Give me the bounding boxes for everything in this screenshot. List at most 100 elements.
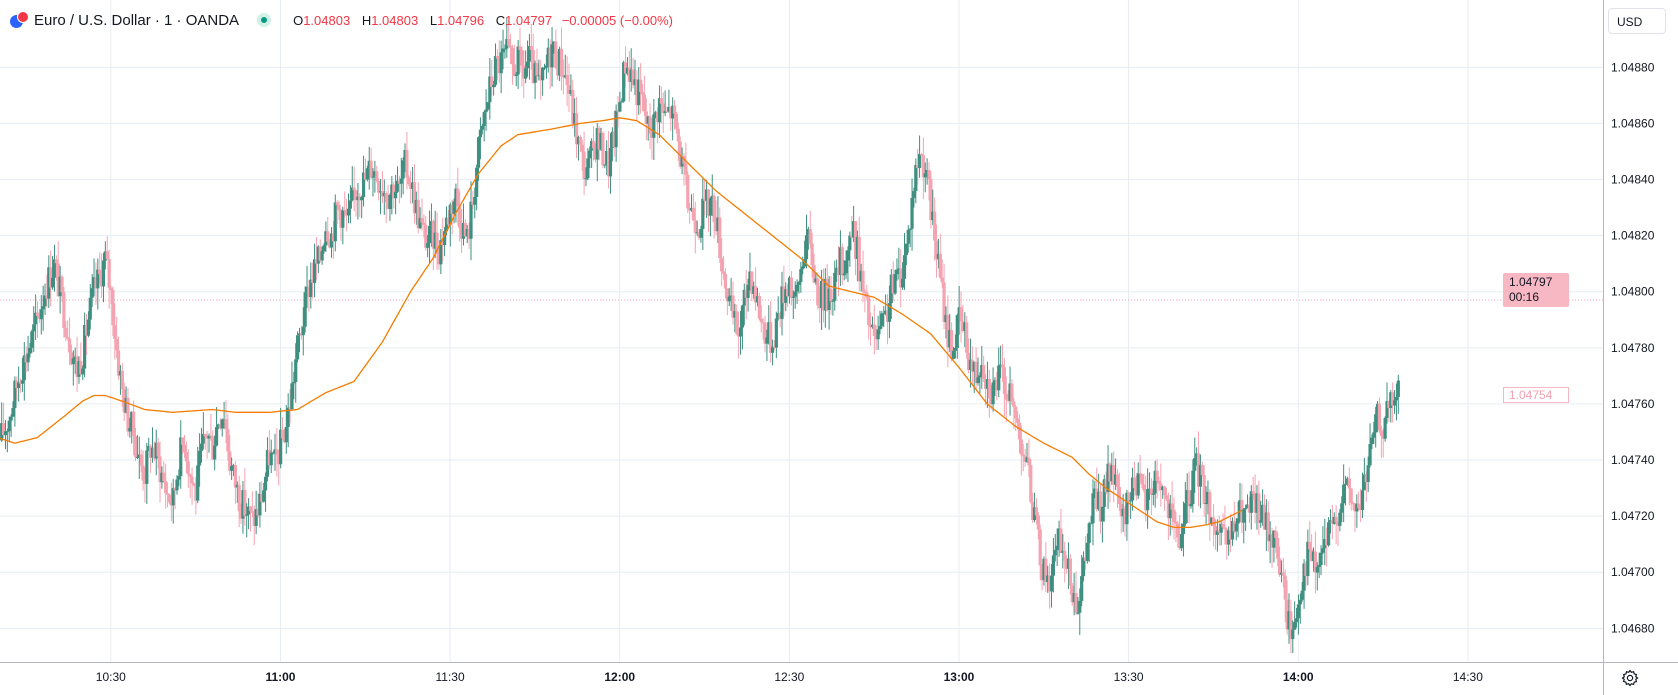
candle [50, 255, 55, 290]
candle [1328, 509, 1333, 534]
candle [1098, 483, 1103, 534]
candle [90, 274, 94, 307]
candle [793, 281, 797, 309]
candle [1240, 483, 1244, 533]
candle [1277, 546, 1282, 577]
candle [454, 183, 458, 223]
candle [1066, 542, 1071, 589]
last-price-value: 1.04797 [1509, 275, 1553, 289]
eurusd-flag-icon[interactable] [8, 10, 29, 30]
candle [782, 265, 786, 317]
candle [490, 59, 494, 97]
candle [1159, 463, 1163, 507]
candle [275, 427, 279, 477]
candle [1125, 489, 1129, 541]
candle [199, 427, 204, 463]
candle [599, 127, 603, 151]
candle [855, 230, 859, 282]
candle [1000, 344, 1005, 382]
candle [848, 231, 852, 267]
candle [1253, 474, 1257, 524]
candle [934, 224, 939, 278]
candle [748, 252, 752, 291]
candle [1008, 366, 1012, 416]
candle [218, 418, 222, 430]
symbol-title[interactable]: Euro / U.S. Dollar · 1 · OANDA [34, 11, 240, 29]
ohlc-low-value: 1.04796 [437, 12, 485, 28]
candle [1313, 531, 1317, 594]
candle [720, 238, 724, 287]
candle [831, 298, 835, 316]
candle [970, 346, 974, 385]
candle [853, 220, 858, 276]
candle [384, 190, 388, 223]
candle [1048, 563, 1052, 609]
candle [377, 178, 381, 201]
candle [819, 269, 824, 330]
candle [797, 280, 801, 294]
candle [1215, 519, 1219, 552]
candle [126, 388, 130, 436]
candle [1227, 526, 1231, 556]
candle [1394, 383, 1399, 421]
candle [475, 164, 479, 211]
candle [154, 429, 158, 476]
candle [729, 277, 733, 311]
candle [580, 139, 584, 171]
candle [228, 434, 232, 476]
candle [674, 111, 679, 134]
candle [314, 237, 319, 281]
candle [73, 347, 77, 374]
candle [1321, 526, 1325, 555]
candle [480, 123, 484, 135]
candle [755, 287, 760, 307]
candle [493, 43, 498, 87]
candle [610, 127, 614, 162]
candle [978, 372, 982, 394]
candle [1147, 472, 1152, 501]
candle [1270, 527, 1274, 568]
candle [495, 49, 499, 81]
candle [461, 203, 466, 246]
candle [714, 200, 718, 236]
x-tick-label: 11:00 [265, 670, 295, 684]
candle [527, 34, 532, 80]
candle [1187, 471, 1191, 524]
candle [1247, 496, 1252, 524]
candle [484, 89, 488, 131]
candle [1323, 518, 1327, 566]
settings-gear-icon[interactable] [1620, 668, 1640, 688]
candle [868, 312, 873, 346]
candle [1336, 521, 1340, 546]
candle [778, 311, 782, 328]
candle [912, 187, 916, 208]
candle [959, 291, 963, 343]
currency-selector[interactable]: USD [1608, 8, 1666, 34]
candle [1172, 497, 1176, 540]
candle [716, 196, 720, 244]
candle [361, 155, 366, 207]
candle [1374, 406, 1378, 448]
candle [808, 210, 812, 249]
candle [586, 148, 590, 181]
candle [203, 433, 207, 450]
candle [282, 428, 287, 444]
candle [1153, 460, 1157, 508]
candle [740, 304, 745, 350]
candle [103, 241, 107, 270]
candle [1204, 486, 1208, 525]
candle [296, 331, 300, 363]
candle [237, 475, 241, 528]
horizontal-gridlines [0, 66, 1603, 629]
price-axis-background[interactable] [1604, 0, 1678, 662]
candle [62, 286, 66, 338]
candle [233, 461, 238, 504]
candle [950, 322, 954, 362]
candle [752, 281, 756, 299]
candle [965, 315, 969, 359]
candle [324, 221, 328, 252]
market-open-icon[interactable] [257, 13, 272, 27]
candle [422, 214, 426, 238]
candle [665, 106, 669, 113]
